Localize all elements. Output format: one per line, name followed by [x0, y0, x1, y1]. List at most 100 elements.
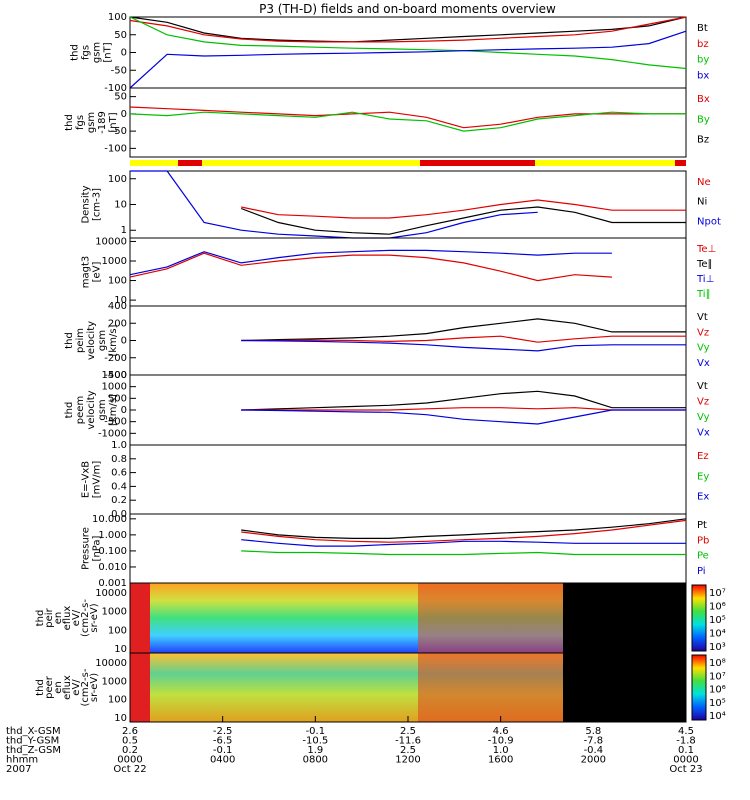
panel-frame-density — [129, 170, 687, 239]
ytick-label: 400 — [108, 301, 127, 312]
ylabel-line: [km/s] — [108, 324, 119, 356]
panel-frame-fgh — [129, 87, 687, 158]
ylabel-line: [nT] — [108, 112, 119, 132]
xrow-value: 1200 — [395, 755, 420, 766]
xrow-value: 2.6 — [122, 726, 138, 737]
mode-bar-red-3 — [675, 160, 686, 166]
spec-ytick-label: 10000 — [95, 588, 127, 599]
ytick-label: 1500 — [102, 370, 127, 381]
ylabel-line: gsm — [97, 399, 108, 420]
xrow-value: -11.6 — [395, 736, 421, 747]
ytick-label: -50 — [111, 65, 127, 76]
spec-ylabel-line: eflux — [62, 675, 73, 700]
ytick-label: 0.100 — [98, 546, 127, 557]
ylabel-line: [eV] — [92, 262, 103, 283]
spectrogram-hot-edge — [130, 653, 150, 722]
xrow-value: Oct 23 — [669, 764, 702, 775]
series-peim-Vx — [241, 339, 686, 352]
series-density-Ne — [241, 199, 686, 219]
legend-fgh-2: Bz — [697, 135, 709, 146]
ylabel-line: fgs — [75, 115, 86, 130]
ylabel-line: [mV/m] — [92, 461, 103, 499]
ytick-label: 10 — [114, 200, 127, 211]
ylabel-line: -189 — [97, 111, 108, 134]
ylabel-line: velocity — [86, 390, 97, 429]
spec-ytick-label: 100 — [108, 695, 127, 706]
series-pressure-Pb — [241, 519, 687, 543]
ytick-label: -500 — [104, 417, 127, 428]
spec-ylabel-line: thd — [35, 679, 46, 696]
colorbar-tick-label: 10⁵ — [709, 615, 726, 626]
spectrogram-active-region — [418, 583, 563, 653]
ytick-label: 0 — [121, 109, 127, 120]
legend-density-1: Ni — [697, 197, 707, 208]
xrow-value: Oct 22 — [113, 764, 146, 775]
spec-ytick-label: 10 — [114, 644, 127, 655]
ytick-label: -200 — [104, 353, 127, 364]
ytick-label: -1000 — [98, 428, 127, 439]
xrow-value: -10.5 — [302, 736, 328, 747]
xrow-value: 0000 — [673, 755, 698, 766]
panel-frame-pressure — [129, 513, 687, 584]
xrow-value: 0.1 — [678, 745, 694, 756]
spec-ylabel-line: peir — [44, 607, 55, 627]
xrow-label: thd_Y-GSM — [6, 736, 59, 747]
ytick-label: 1000 — [102, 256, 127, 267]
spec-ylabel-line: thd — [35, 610, 46, 627]
spec-ytick-label: 10 — [114, 713, 127, 724]
colorbar-tick-label: 10⁷ — [709, 671, 726, 682]
legend-fgs-0: Bt — [697, 23, 708, 34]
xrow-value: -10.9 — [488, 736, 514, 747]
colorbar-tick-label: 10⁶ — [709, 685, 726, 696]
ylabel-line: [nPa] — [92, 535, 103, 561]
spec-ylabel-line: (cm2-s- — [80, 668, 91, 706]
spec-ylabel-line: sr-eV) — [89, 673, 100, 702]
series-peim-Vz — [241, 335, 686, 343]
legend-fgh-1: By — [697, 114, 710, 125]
xrow-label: hhmm — [6, 755, 38, 766]
ytick-label: 100 — [108, 12, 127, 23]
panel-frame-temp — [129, 237, 687, 307]
series-fgs-bz — [129, 16, 687, 43]
colorbar-tick-label: 10⁶ — [709, 602, 726, 613]
series-peem-Vt — [241, 390, 686, 411]
ytick-label: 500 — [108, 393, 127, 404]
ylabel-line: thd — [64, 332, 75, 349]
ylabel-line: thd — [64, 114, 75, 131]
ytick-label: 200 — [108, 318, 127, 329]
series-fgs-Bt — [129, 16, 687, 43]
ylabel-line: fgs — [81, 45, 92, 60]
legend-temp-0: Te⊥ — [696, 244, 716, 255]
ytick-label: 0.8 — [111, 454, 127, 465]
ytick-label: -100 — [104, 143, 127, 154]
legend-peem-2: Vy — [697, 412, 710, 423]
xrow-value: 0.5 — [122, 736, 138, 747]
colorbar-peir — [691, 584, 707, 652]
ytick-label: -100 — [104, 83, 127, 94]
xrow-value: 0000 — [117, 755, 142, 766]
legend-fgs-3: bx — [697, 70, 709, 81]
legend-density-2: Npot — [697, 216, 721, 227]
colorbar-peer — [691, 654, 707, 721]
ytick-label: 10000 — [95, 236, 127, 247]
ytick-label: 10 — [114, 295, 127, 306]
ylabel-line: peem — [75, 396, 86, 424]
series-peim-Vt — [241, 318, 686, 342]
ylabel-line: Pressure — [81, 527, 92, 570]
xrow-label: 2007 — [6, 764, 31, 775]
series-fgh-Bx — [129, 106, 686, 129]
spec-ytick-label: 1000 — [102, 607, 127, 618]
ytick-label: -50 — [111, 126, 127, 137]
ytick-label: 0 — [121, 405, 127, 416]
series-pressure-Pi — [241, 539, 686, 547]
xrow-value: -1.8 — [676, 736, 696, 747]
legend-efield-0: Ez — [697, 451, 709, 462]
legend-fgh-0: Bx — [697, 94, 710, 105]
legend-peem-0: Vt — [697, 381, 708, 392]
legend-peem-1: Vz — [697, 397, 709, 408]
chart-title: P3 (TH-D) fields and on-board moments ov… — [259, 2, 556, 16]
colorbar-tick-label: 10⁷ — [709, 588, 726, 599]
ytick-label: 0.010 — [98, 562, 127, 573]
xrow-value: -0.1 — [306, 726, 326, 737]
